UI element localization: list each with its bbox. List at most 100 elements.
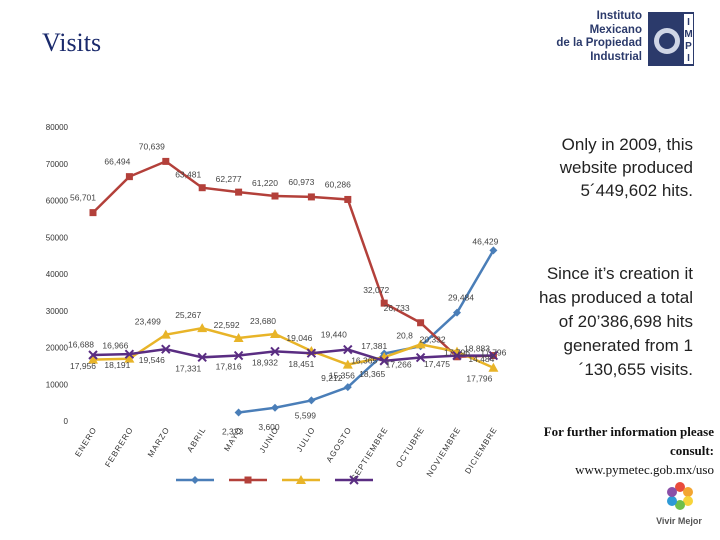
series-4-data-label: 18,451 — [288, 359, 314, 369]
total-hits-text: Since it’s creation it has produced a to… — [538, 264, 693, 379]
series-3-data-label: 17,381 — [361, 341, 387, 351]
series-2-point — [125, 173, 133, 181]
y-tick-label: 70000 — [46, 160, 69, 169]
series-2-point — [271, 192, 279, 200]
series-4-point — [124, 349, 135, 359]
x-tick-label: OCTUBRE — [394, 425, 426, 469]
vivir-mejor-text: Vivir Mejor — [656, 516, 702, 526]
y-tick-label: 50000 — [46, 233, 69, 242]
series-2-point — [235, 188, 243, 196]
series-1-point — [343, 383, 352, 392]
x-tick-label: SEPTIEMBRE — [350, 425, 390, 482]
series-4-point — [379, 356, 389, 366]
y-axis: 0 10000 20000 30000 40000 50000 60000 70000 8000… — [46, 123, 69, 426]
series-2-point — [417, 319, 425, 327]
series-1-data-label: 46,429 — [472, 236, 498, 246]
y-tick-label: 10000 — [46, 380, 69, 389]
logo-line-3: de la Propiedad — [556, 37, 642, 49]
series-4-point — [452, 350, 462, 361]
more-info-text: For further information please consult: — [543, 424, 714, 458]
logo-letter-4: I — [687, 53, 690, 64]
x-tick-label: NOVIEMBRE — [425, 425, 463, 478]
series-2-point — [198, 184, 206, 192]
series-2-data-label: 62,277 — [216, 174, 242, 184]
series-1-point — [489, 246, 498, 255]
series-3-point — [197, 323, 208, 333]
series-4-point — [306, 348, 317, 358]
page-title: Visits — [42, 28, 102, 57]
vivir-mejor-icon — [667, 482, 693, 510]
series-3-data-label: 16,688 — [68, 340, 94, 350]
series-3-data-label: 19,046 — [286, 333, 312, 343]
series-4-data-label: 17,956 — [70, 361, 96, 371]
chart-series — [88, 157, 499, 417]
series-4-point — [343, 344, 353, 355]
series-4-data-label: 17,816 — [216, 362, 242, 372]
series-1-data-label: 3,600 — [258, 422, 280, 432]
legend-marker-3 — [296, 475, 306, 484]
impi-logo: Instituto Mexicano de la Propiedad Indus… — [520, 10, 712, 70]
series-4-data-label: 17,796 — [466, 374, 492, 384]
series-3-data-label: 14,484 — [468, 354, 494, 364]
series-2-data-label: 17,796 — [480, 348, 506, 358]
series-1-point — [307, 396, 316, 405]
series-4-data-label: 18,932 — [252, 357, 278, 367]
series-4-data-label: 18,365 — [359, 369, 385, 379]
x-axis: ENERO FEBRERO MARZO ABRIL MAYO JUNIO JULIO AGOS… — [73, 425, 499, 482]
series-3-point — [124, 353, 135, 363]
series-3-data-label: 15,356 — [329, 371, 355, 381]
x-tick-label: DICIEMBRE — [463, 425, 499, 475]
series-4-point — [233, 350, 244, 361]
series-3-point — [488, 362, 499, 372]
x-tick-label: ABRIL — [185, 425, 208, 454]
y-tick-label: 40000 — [46, 270, 69, 279]
series-2-point — [89, 209, 97, 217]
series-3-point — [415, 339, 426, 349]
series-1-point — [234, 408, 243, 417]
hits-2009-text: Only in 2009, this website produced 5´44… — [559, 135, 693, 200]
more-info: For further information please consult: … — [520, 422, 714, 479]
series-2-data-label: 26,733 — [384, 303, 410, 313]
x-tick-label: AGOSTO — [325, 425, 354, 464]
series-1-data-label: 9,212 — [321, 373, 343, 383]
series-4-data-label: 17,796 — [444, 348, 470, 358]
series-4-data-label: 18,191 — [104, 360, 130, 370]
series-2-data-label: 63,481 — [175, 170, 201, 180]
series-2-point — [344, 195, 352, 203]
series-2-point — [380, 299, 388, 307]
y-tick-label: 30000 — [46, 307, 69, 316]
series-2-data-label: 66,494 — [104, 157, 130, 167]
series-3-point — [342, 359, 353, 369]
more-info-link[interactable]: www.pymetec.gob.mx/uso — [575, 462, 714, 477]
x-tick-label: MARZO — [146, 425, 172, 459]
series-1-line — [238, 249, 495, 414]
series-3-data-label: 23,680 — [250, 316, 276, 326]
chart-data-labels: 2,323 3,600 5,599 9,212 16,365 20,332 29,484 46… — [68, 141, 507, 436]
legend-marker-2 — [244, 476, 252, 484]
series-4-point — [88, 350, 98, 360]
series-3-point — [88, 354, 98, 364]
series-3-data-label: 22,592 — [214, 320, 240, 330]
series-1-data-label: 20,332 — [420, 334, 446, 344]
series-3-point — [233, 332, 244, 342]
x-tick-label: FEBRERO — [103, 425, 135, 469]
series-2-data-label: 60,973 — [288, 177, 314, 187]
series-1-data-label: 29,484 — [448, 293, 474, 303]
logo-letter-1: I — [687, 17, 690, 28]
series-2-line — [92, 159, 494, 359]
series-1-data-label: 2,323 — [222, 426, 244, 436]
series-1-point — [271, 403, 279, 412]
series-4-line — [92, 347, 494, 363]
series-2-data-label: 56,701 — [70, 193, 96, 203]
impi-mark-icon: I M P I — [648, 12, 694, 66]
logo-line-4: Industrial — [590, 50, 642, 63]
series-3-data-label: 25,267 — [175, 310, 201, 320]
logo-letter-3: P — [685, 41, 692, 52]
x-tick-label: JULIO — [295, 425, 317, 453]
logo-letter-2: M — [684, 29, 692, 40]
chart-legend — [176, 475, 373, 485]
series-3-data-label: 23,499 — [135, 317, 161, 327]
legend-marker-4 — [349, 475, 359, 485]
logo-text: Instituto Mexicano de la Propiedad Indus… — [520, 10, 642, 64]
